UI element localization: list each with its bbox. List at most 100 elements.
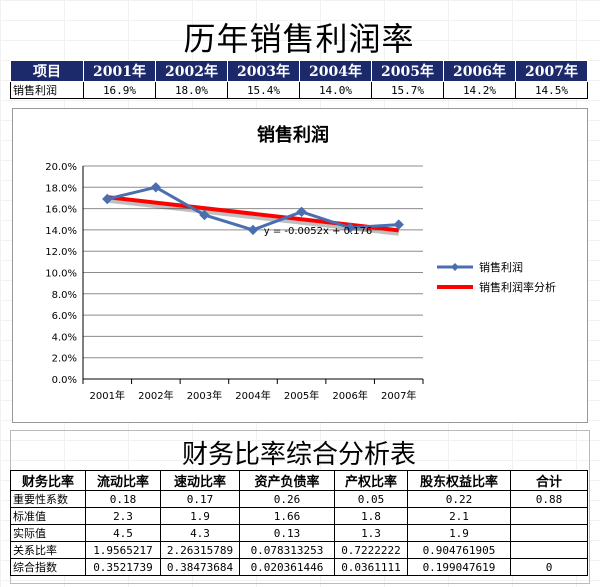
row-label-cell[interactable]: 销售利润 <box>10 81 84 99</box>
table-cell[interactable]: 0.26 <box>239 490 335 508</box>
table-cell[interactable]: 2.26315789 <box>160 541 240 559</box>
table-cell[interactable]: 15.4% <box>227 81 300 99</box>
data-point[interactable] <box>296 206 307 218</box>
table-cell[interactable]: 14.5% <box>515 81 588 99</box>
table-row: 重要性系数 0.18 0.17 0.26 0.05 0.22 0.88 <box>10 490 588 508</box>
legend-label: 销售利润率分析 <box>479 280 556 294</box>
table-cell[interactable] <box>510 507 588 525</box>
profit-line-chart[interactable]: 销售利润 0.0% 2.0% 4.0% 6.0% 8.0% 10.0% 12.0% 14.0%… <box>12 108 588 423</box>
table-cell[interactable]: 0.3521739 <box>85 558 161 576</box>
row-label-cell[interactable]: 标准值 <box>10 507 86 525</box>
x-tick-label: 2001年 <box>90 389 125 402</box>
table-cell[interactable]: 0.88 <box>510 490 588 508</box>
table-cell[interactable]: 0.199047619 <box>407 558 511 576</box>
header-cell[interactable]: 速动比率 <box>160 470 240 491</box>
header-cell[interactable]: 产权比率 <box>334 470 408 491</box>
header-cell[interactable]: 2007年 <box>515 60 588 82</box>
x-axis: 2001年 2002年 2003年 2004年 2005年 2006年 2007年 <box>82 378 424 402</box>
table-cell[interactable]: 1.9 <box>160 507 240 525</box>
table-cell[interactable]: 4.3 <box>160 524 240 542</box>
table-cell[interactable]: 1.3 <box>334 524 408 542</box>
y-tick-label: 10.0% <box>45 269 77 280</box>
data-point[interactable] <box>102 193 113 205</box>
table-cell[interactable]: 15.7% <box>371 81 444 99</box>
row-label-cell[interactable]: 综合指数 <box>10 558 86 576</box>
table-cell[interactable]: 1.8 <box>334 507 408 525</box>
table-cell[interactable]: 1.66 <box>239 507 335 525</box>
chart-title: 销售利润 <box>257 124 329 146</box>
table-cell[interactable]: 14.2% <box>443 81 516 99</box>
table-cell[interactable]: 0.18 <box>85 490 161 508</box>
table-cell[interactable]: 1.9565217 <box>85 541 161 559</box>
legend-swatch-marker <box>451 263 459 271</box>
table-cell[interactable]: 4.5 <box>85 524 161 542</box>
yearly-profit-table: 项目 2001年 2002年 2003年 2004年 2005年 2006年 2… <box>10 60 588 99</box>
header-cell[interactable]: 2001年 <box>83 60 156 82</box>
header-cell[interactable]: 资产负债率 <box>239 470 335 491</box>
y-tick-label: 2.0% <box>52 354 77 365</box>
table-cell[interactable]: 0 <box>510 558 588 576</box>
header-cell[interactable]: 财务比率 <box>10 470 86 491</box>
header-cell[interactable]: 项目 <box>10 60 84 82</box>
table-cell[interactable]: 0.078313253 <box>239 541 335 559</box>
table-cell[interactable]: 0.7222222 <box>334 541 408 559</box>
data-point[interactable] <box>150 182 162 193</box>
chart-canvas: 销售利润 0.0% 2.0% 4.0% 6.0% 8.0% 10.0% 12.0% 14.0%… <box>45 124 556 402</box>
y-tick-label: 16.0% <box>45 205 77 216</box>
table-cell[interactable]: 0.13 <box>239 524 335 542</box>
header-cell[interactable]: 2006年 <box>443 60 516 82</box>
table-cell[interactable]: 14.0% <box>299 81 372 99</box>
header-cell[interactable]: 2005年 <box>371 60 444 82</box>
x-tick-label: 2003年 <box>187 389 222 402</box>
series-line <box>102 182 404 236</box>
table-cell[interactable]: 0.22 <box>407 490 511 508</box>
header-cell[interactable]: 2004年 <box>299 60 372 82</box>
table-row: 销售利润 16.9% 18.0% 15.4% 14.0% 15.7% 14.2%… <box>10 81 588 99</box>
header-cell[interactable]: 合计 <box>510 470 588 491</box>
y-tick-label: 12.0% <box>45 247 77 258</box>
table-cell[interactable]: 1.9 <box>407 524 511 542</box>
y-tick-label: 14.0% <box>45 226 77 237</box>
ratio-table-title: 财务比率综合分析表 <box>181 440 416 470</box>
page-title: 历年销售利润率 <box>183 20 415 58</box>
data-point[interactable] <box>247 224 259 236</box>
table-header-row: 财务比率 流动比率 速动比率 资产负债率 产权比率 股东权益比率 合计 <box>10 470 588 491</box>
table-cell[interactable]: 0.0361111 <box>334 558 408 576</box>
financial-ratio-table: 财务比率 流动比率 速动比率 资产负债率 产权比率 股东权益比率 合计 重要性系… <box>10 470 588 576</box>
table-cell[interactable]: 0.38473684 <box>160 558 240 576</box>
header-cell[interactable]: 2002年 <box>155 60 228 82</box>
y-tick-label: 4.0% <box>52 332 77 343</box>
header-cell[interactable]: 流动比率 <box>85 470 161 491</box>
table-cell[interactable]: 2.3 <box>85 507 161 525</box>
header-cell[interactable]: 2003年 <box>227 60 300 82</box>
table-cell[interactable]: 0.17 <box>160 490 240 508</box>
data-point[interactable] <box>199 209 210 221</box>
table-cell[interactable] <box>510 524 588 542</box>
legend-label: 销售利润 <box>479 260 523 274</box>
trendline-equation: y = -0.0052x + 0.176 <box>264 226 373 237</box>
x-tick-label: 2005年 <box>284 389 319 402</box>
x-tick-label: 2006年 <box>332 389 367 402</box>
row-label-cell[interactable]: 关系比率 <box>10 541 86 559</box>
table-row: 综合指数 0.3521739 0.38473684 0.020361446 0.0361… <box>10 558 588 576</box>
chart-gridlines <box>83 165 423 380</box>
table-cell[interactable] <box>510 541 588 559</box>
header-cell[interactable]: 股东权益比率 <box>407 470 511 491</box>
y-tick-label: 6.0% <box>52 311 77 322</box>
table-cell[interactable]: 0.05 <box>334 490 408 508</box>
y-tick-label: 20.0% <box>45 162 77 173</box>
table-cell[interactable]: 18.0% <box>155 81 228 99</box>
data-point[interactable] <box>393 219 404 230</box>
x-tick-label: 2002年 <box>138 389 173 402</box>
row-label-cell[interactable]: 重要性系数 <box>10 490 86 508</box>
table-cell[interactable]: 0.020361446 <box>239 558 335 576</box>
table-header-row: 项目 2001年 2002年 2003年 2004年 2005年 2006年 2… <box>10 60 588 82</box>
y-tick-label: 0.0% <box>52 375 77 386</box>
table-cell[interactable]: 2.1 <box>407 507 511 525</box>
data-point[interactable] <box>344 222 356 233</box>
row-label-cell[interactable]: 实际值 <box>10 524 86 542</box>
table-cell[interactable]: 16.9% <box>83 81 156 99</box>
table-cell[interactable]: 0.904761905 <box>407 541 511 559</box>
table-row: 关系比率 1.9565217 2.26315789 0.078313253 0.7222… <box>10 541 588 559</box>
